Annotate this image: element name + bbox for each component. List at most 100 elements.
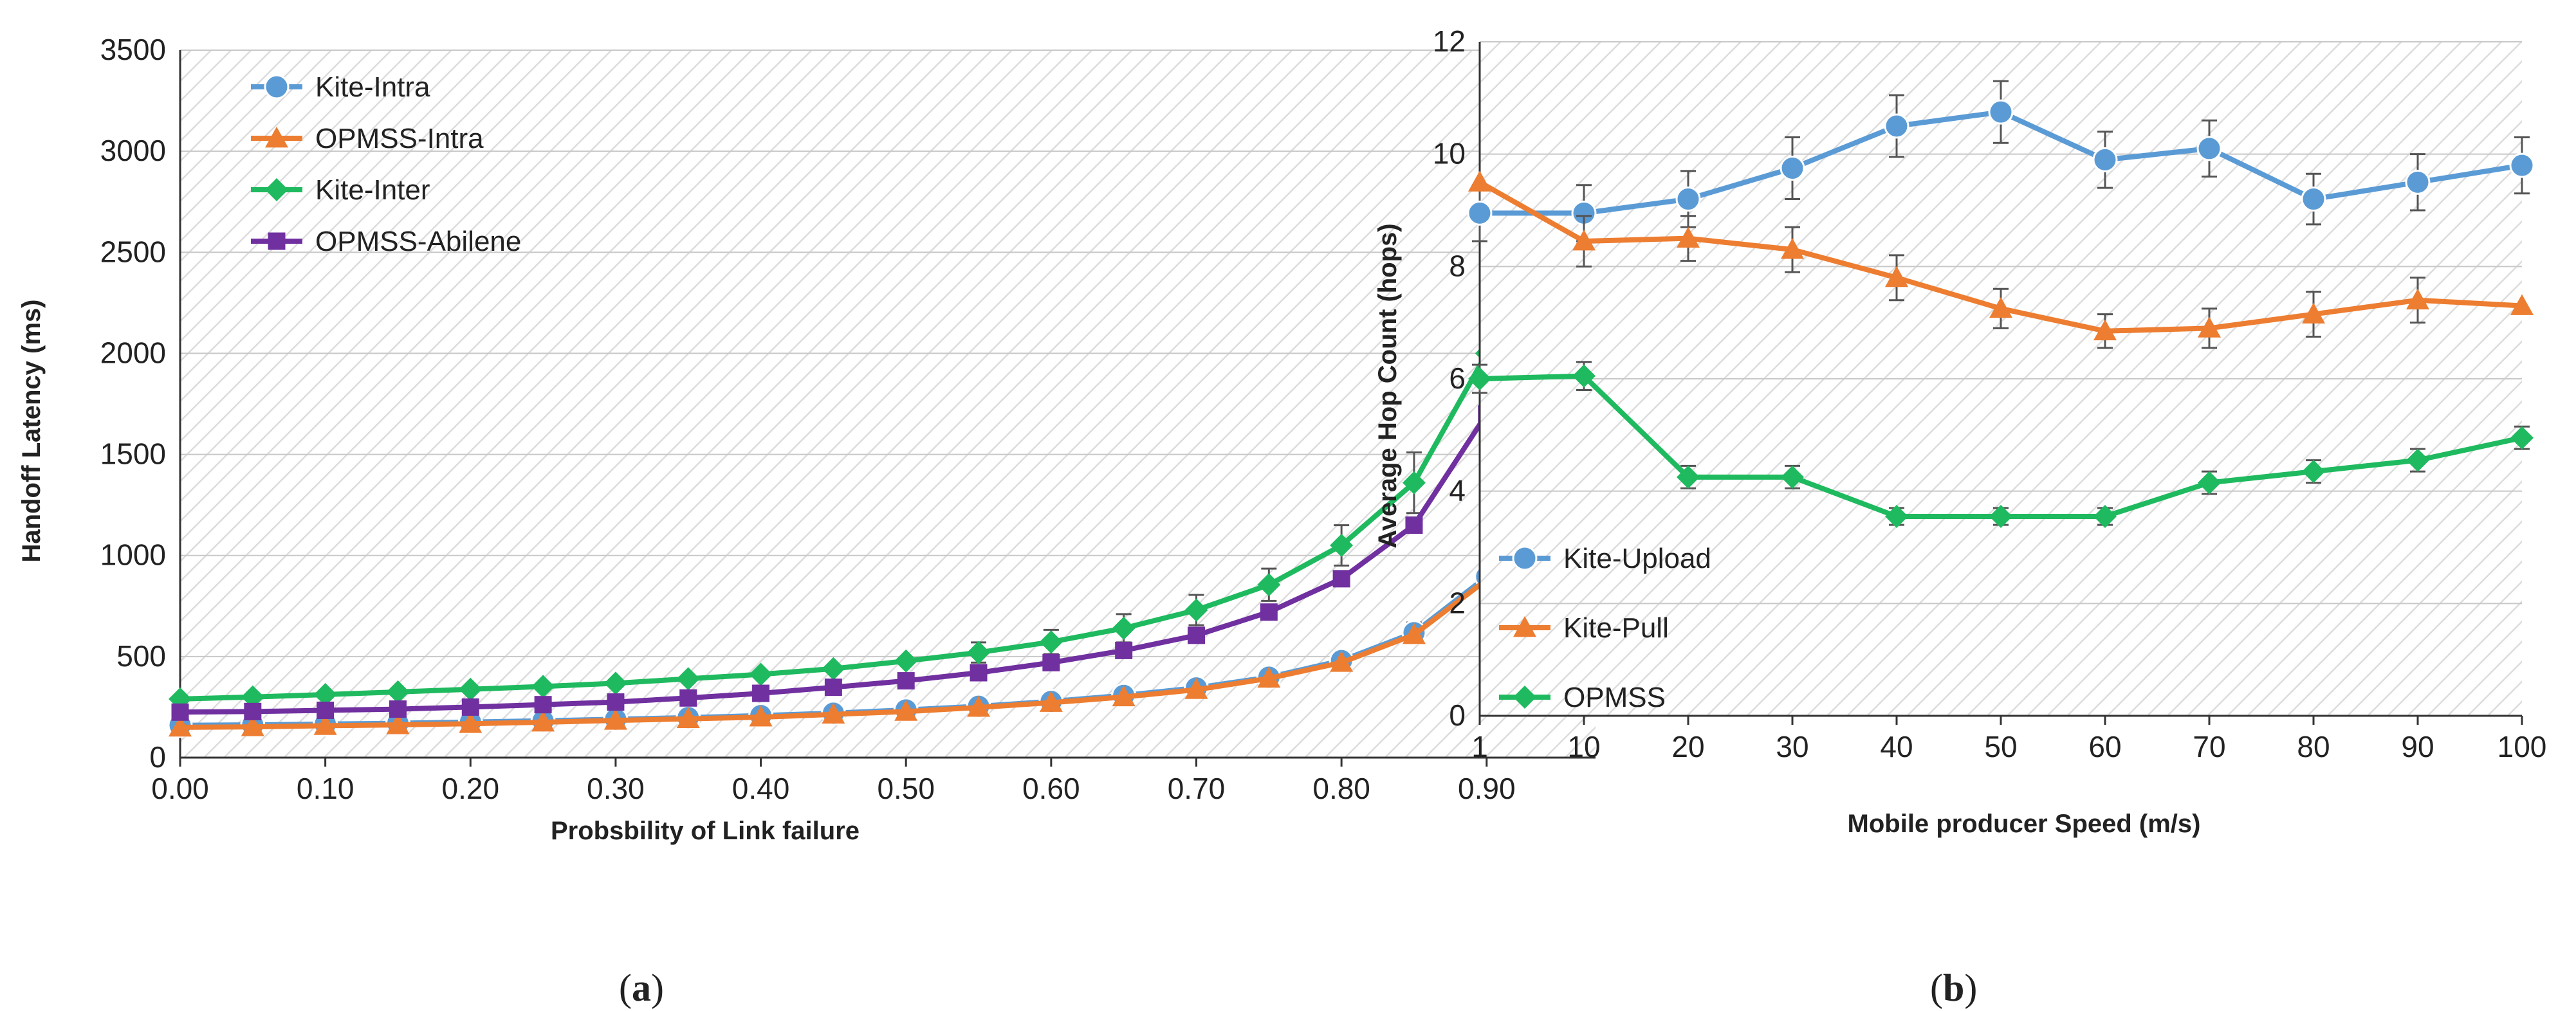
legend-marker [1513, 616, 1536, 637]
data-point [1467, 200, 1493, 226]
data-point [2093, 319, 2117, 341]
data-point [676, 707, 700, 729]
data-point [1112, 685, 1136, 707]
data-point [459, 677, 483, 701]
data-point [822, 657, 845, 680]
chart-b: 0 2 4 6 8 10 12 1 10 20 30 40 50 60 70 80 90 100 Kite-Upl… [1374, 24, 2546, 1009]
data-point [1885, 266, 1908, 287]
x-tick-label: 30 [1776, 730, 1808, 763]
legend-marker [1512, 545, 1538, 571]
data-point [317, 701, 335, 719]
data-point [1039, 691, 1063, 712]
data-point [749, 662, 773, 686]
data-point [1402, 623, 1426, 644]
data-point [1677, 226, 1700, 248]
chart-b-legend: Kite-Upload Kite-Pull OPMSS [1499, 543, 1711, 713]
data-point [1884, 113, 1909, 139]
data-point [2406, 448, 2429, 472]
data-point [1039, 630, 1063, 654]
legend-label: Kite-Pull [1563, 612, 1669, 644]
data-point [531, 711, 555, 732]
data-point [534, 696, 552, 714]
data-point [2509, 152, 2535, 178]
legend-marker [264, 74, 290, 100]
data-point [1885, 504, 1908, 528]
series-opmss-abilene [171, 75, 1569, 721]
data-point [1330, 651, 1354, 672]
data-point [2510, 426, 2534, 450]
legend-label: Kite-Inter [315, 174, 430, 206]
data-point [1675, 187, 1701, 212]
chart-b-plot-area [1480, 41, 2522, 716]
legend-marker [1513, 686, 1536, 709]
chart-b-ylabel: Average Hop Count (hops) [1374, 223, 1402, 548]
series-kite-pull [1468, 170, 2534, 349]
x-tick-label: 0.20 [442, 772, 500, 805]
x-tick-label: 0.70 [1168, 772, 1226, 805]
chart-a-plot-area [180, 50, 1596, 758]
data-point [461, 698, 479, 716]
data-point [171, 703, 189, 721]
data-point [2302, 460, 2325, 484]
data-point [1257, 573, 1281, 597]
y-tick-label: 2 [1449, 586, 1466, 619]
data-point [824, 679, 842, 697]
legend-item-opmss: OPMSS [1499, 682, 1666, 713]
data-point [897, 672, 915, 690]
legend-label: OPMSS [1563, 682, 1666, 713]
x-tick-label: 100 [2498, 730, 2547, 763]
data-point [894, 700, 918, 721]
legend-marker [265, 127, 288, 148]
data-point [386, 680, 410, 704]
x-tick-label: 0.50 [877, 772, 935, 805]
x-tick-label: 20 [1671, 730, 1704, 763]
data-point [2510, 294, 2534, 315]
y-tick-label: 12 [1433, 24, 1466, 58]
data-point [241, 715, 264, 736]
y-tick-label: 0 [149, 740, 166, 774]
data-point [1260, 603, 1278, 621]
series-kite-inter [169, 140, 1571, 711]
data-point [679, 689, 697, 707]
data-point [2198, 471, 2221, 495]
legend-marker [265, 178, 288, 201]
chart-a-axes: 0 500 1000 1500 2000 2500 3000 3500 0.00 0.10 0.20… [100, 33, 1596, 805]
data-point [1781, 465, 1804, 489]
chart-b-caption-letter: b [1943, 967, 1964, 1009]
data-point [1405, 516, 1423, 534]
y-tick-label: 1000 [100, 538, 166, 572]
series-line [179, 84, 1562, 715]
data-point [1332, 570, 1350, 588]
data-point [1184, 598, 1208, 622]
y-tick-label: 3500 [100, 33, 166, 66]
series-kite-upload [1467, 80, 2535, 242]
data-point [967, 641, 991, 664]
plot-background [180, 50, 1596, 758]
legend-item-opmss-intra: OPMSS-Intra [251, 123, 484, 154]
x-tick-label: 90 [2401, 730, 2434, 763]
data-point [169, 715, 192, 737]
data-point [970, 664, 988, 682]
y-tick-label: 10 [1433, 137, 1466, 170]
data-point [2405, 169, 2431, 195]
data-point [313, 682, 337, 706]
x-tick-label: 0.80 [1312, 772, 1370, 805]
y-tick-label: 8 [1449, 249, 1466, 282]
data-point [1257, 666, 1281, 688]
x-tick-label: 0.60 [1022, 772, 1080, 805]
data-point [2302, 302, 2325, 323]
y-tick-label: 500 [116, 639, 166, 673]
x-tick-label: 0.30 [587, 772, 645, 805]
x-tick-label: 1 [1471, 730, 1488, 763]
x-tick-label: 50 [1984, 730, 2017, 763]
chart-a-xlabel: Probsbility of Link failure [551, 817, 860, 845]
data-point [1115, 641, 1133, 659]
data-point [2406, 288, 2429, 310]
chart-a: 0 500 1000 1500 2000 2500 3000 3500 0.00 0.10 0.20… [17, 33, 1596, 1009]
legend-item-kite-pull: Kite-Pull [1499, 612, 1669, 644]
data-point [1330, 534, 1354, 557]
y-tick-label: 2500 [100, 235, 166, 268]
data-point [2196, 136, 2222, 161]
x-tick-label: 10 [1567, 730, 1600, 763]
data-point [2301, 187, 2326, 212]
